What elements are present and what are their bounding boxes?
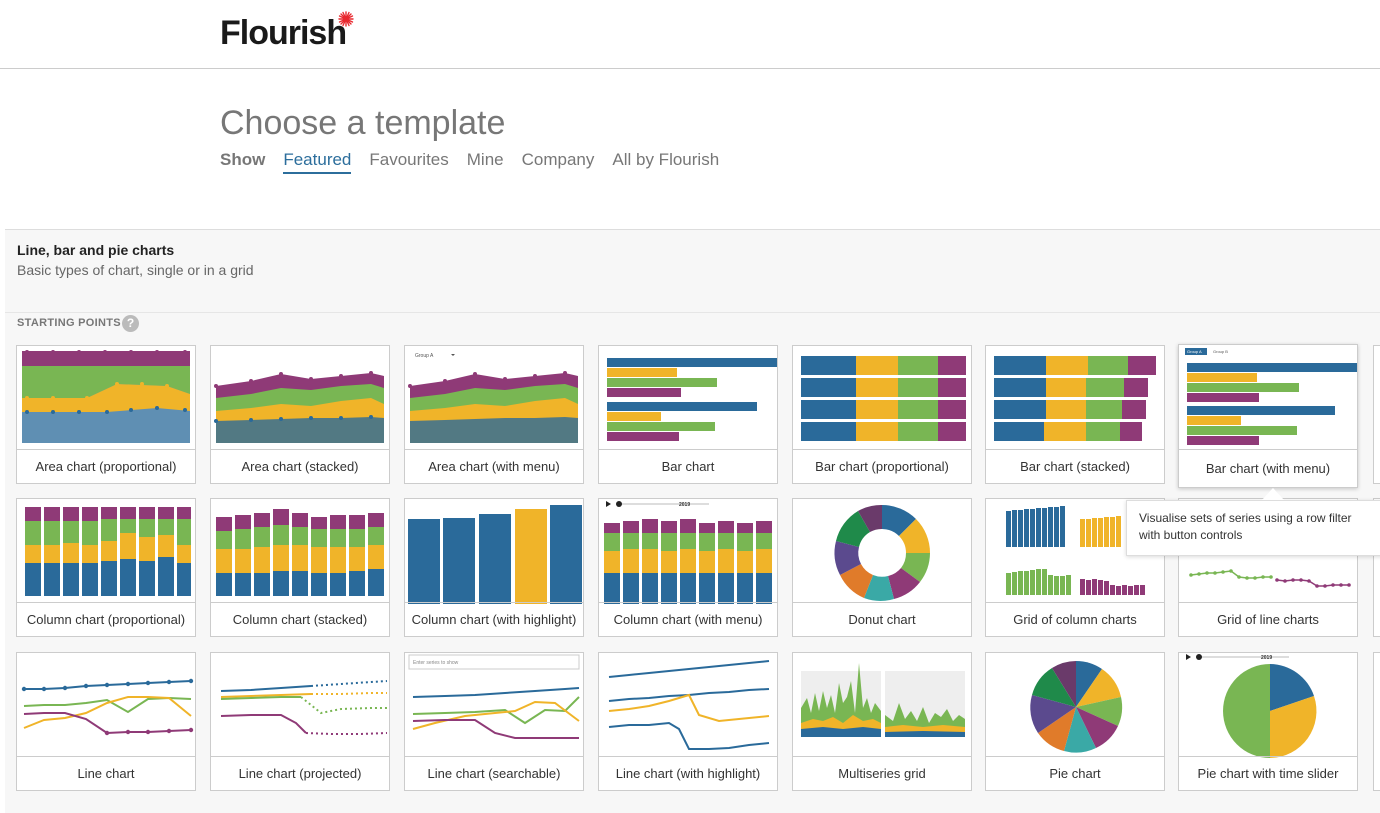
tab-mine[interactable]: Mine — [466, 150, 504, 169]
template-label: Area chart (proportional) — [17, 449, 195, 483]
template-card-line[interactable]: Line chart — [16, 652, 196, 791]
year-label: 2019 — [1261, 655, 1272, 661]
line-searchable-thumbnail: Enter series to show — [408, 654, 580, 739]
section-title: Line, bar and pie charts — [17, 242, 175, 258]
template-label: Line chart (searchable) — [405, 756, 583, 790]
section-subtitle: Basic types of chart, single or in a gri… — [17, 262, 254, 278]
template-card-pie[interactable]: Pie chart — [985, 652, 1165, 791]
top-bar: Flourish — [0, 0, 1380, 69]
line-highlight-thumbnail — [608, 660, 770, 750]
area-proportional-thumbnail — [22, 350, 190, 443]
template-card-column-highlight[interactable]: Column chart (with highlight) — [404, 498, 584, 637]
template-label: Column chart (with menu) — [599, 602, 777, 636]
column-highlight-thumbnail — [408, 505, 582, 604]
template-card-partial[interactable] — [1373, 345, 1380, 484]
template-card-bar-menu[interactable]: Group A Group B Bar chart (with menu) — [1178, 344, 1358, 488]
pie-thumbnail — [1030, 660, 1123, 753]
template-label: Pie chart with time slider — [1179, 756, 1357, 790]
area-menu-thumbnail: Group A — [408, 353, 578, 443]
template-card-column-proportional[interactable]: Column chart (proportional) — [16, 498, 196, 637]
bar-stacked-thumbnail — [994, 356, 1156, 441]
multiseries-grid-thumbnail — [801, 663, 965, 737]
page-title: Choose a template — [220, 104, 506, 142]
template-card-area-stacked[interactable]: Area chart (stacked) — [210, 345, 390, 484]
section-divider — [5, 312, 1380, 313]
area-stacked-thumbnail — [214, 371, 384, 443]
template-card-line-projected[interactable]: Line chart (projected) — [210, 652, 390, 791]
template-label: Donut chart — [793, 602, 971, 636]
template-card-bar[interactable]: Bar chart — [598, 345, 778, 484]
template-label: Grid of column charts — [986, 602, 1164, 636]
template-card-pie-time-slider[interactable]: 2019 Pie chart with time slider — [1178, 652, 1358, 791]
template-card-column-menu[interactable]: 2019 Column chart (with menu) — [598, 498, 778, 637]
template-tooltip: Visualise sets of series using a row fil… — [1126, 500, 1380, 556]
template-card-area-proportional[interactable]: Area chart (proportional) — [16, 345, 196, 484]
bar-menu-thumbnail: Group A Group B — [1185, 348, 1357, 445]
grid-lines-thumbnail — [1189, 569, 1351, 588]
template-label: Column chart (stacked) — [211, 602, 389, 636]
template-label: Bar chart (stacked) — [986, 449, 1164, 483]
search-input: Enter series to show — [413, 660, 459, 666]
group-b-button: Group B — [1213, 349, 1228, 354]
template-label: Area chart (stacked) — [211, 449, 389, 483]
template-card-partial[interactable] — [1373, 652, 1380, 791]
template-label: Line chart (projected) — [211, 756, 389, 790]
template-card-column-stacked[interactable]: Column chart (stacked) — [210, 498, 390, 637]
tab-all-by-flourish[interactable]: All by Flourish — [612, 150, 720, 169]
flourish-logo[interactable]: Flourish — [220, 14, 347, 52]
template-card-donut[interactable]: Donut chart — [792, 498, 972, 637]
template-card-bar-proportional[interactable]: Bar chart (proportional) — [792, 345, 972, 484]
bar-thumbnail — [607, 358, 777, 441]
show-label: Show — [220, 150, 266, 169]
logo-star-icon — [338, 11, 354, 27]
tab-favourites[interactable]: Favourites — [369, 150, 449, 169]
template-card-bar-stacked[interactable]: Bar chart (stacked) — [985, 345, 1165, 484]
menu-group-label: Group A — [415, 353, 434, 359]
pie-time-slider-thumbnail: 2019 — [1186, 654, 1317, 758]
line-thumbnail — [21, 678, 194, 736]
template-card-partial[interactable] — [1373, 498, 1380, 637]
column-stacked-thumbnail — [216, 509, 384, 596]
column-menu-thumbnail: 2019 — [604, 501, 772, 604]
template-card-line-highlight[interactable]: Line chart (with highlight) — [598, 652, 778, 791]
template-label: Area chart (with menu) — [405, 449, 583, 483]
template-label: Grid of line charts — [1179, 602, 1357, 636]
bar-proportional-thumbnail — [801, 356, 966, 441]
help-icon[interactable]: ? — [122, 315, 139, 332]
year-label: 2019 — [679, 502, 690, 508]
tooltip-arrow — [1262, 488, 1284, 500]
donut-thumbnail — [834, 504, 931, 601]
line-projected-thumbnail — [220, 680, 388, 735]
grid-columns-thumbnail — [1006, 506, 1145, 595]
template-label: Bar chart (proportional) — [793, 449, 971, 483]
template-filter-tabs: Show Featured Favourites Mine Company Al… — [220, 150, 719, 174]
template-card-multiseries-grid[interactable]: Multiseries grid — [792, 652, 972, 791]
template-card-area-menu[interactable]: Group A Area chart (with menu) — [404, 345, 584, 484]
template-label: Line chart (with highlight) — [599, 756, 777, 790]
template-label: Bar chart — [599, 449, 777, 483]
template-card-line-searchable[interactable]: Enter series to show Line chart (searcha… — [404, 652, 584, 791]
starting-points-label: STARTING POINTS — [17, 317, 121, 329]
template-label: Line chart — [17, 756, 195, 790]
template-label: Bar chart (with menu) — [1179, 449, 1357, 487]
template-label: Column chart (proportional) — [17, 602, 195, 636]
template-label: Pie chart — [986, 756, 1164, 790]
tab-company[interactable]: Company — [521, 150, 595, 169]
column-proportional-thumbnail — [25, 507, 191, 596]
tab-featured[interactable]: Featured — [283, 150, 352, 174]
group-a-button: Group A — [1187, 349, 1202, 354]
template-label: Multiseries grid — [793, 756, 971, 790]
template-label: Column chart (with highlight) — [405, 602, 583, 636]
